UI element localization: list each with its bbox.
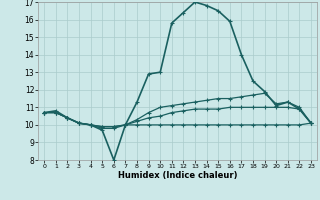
X-axis label: Humidex (Indice chaleur): Humidex (Indice chaleur) xyxy=(118,171,237,180)
